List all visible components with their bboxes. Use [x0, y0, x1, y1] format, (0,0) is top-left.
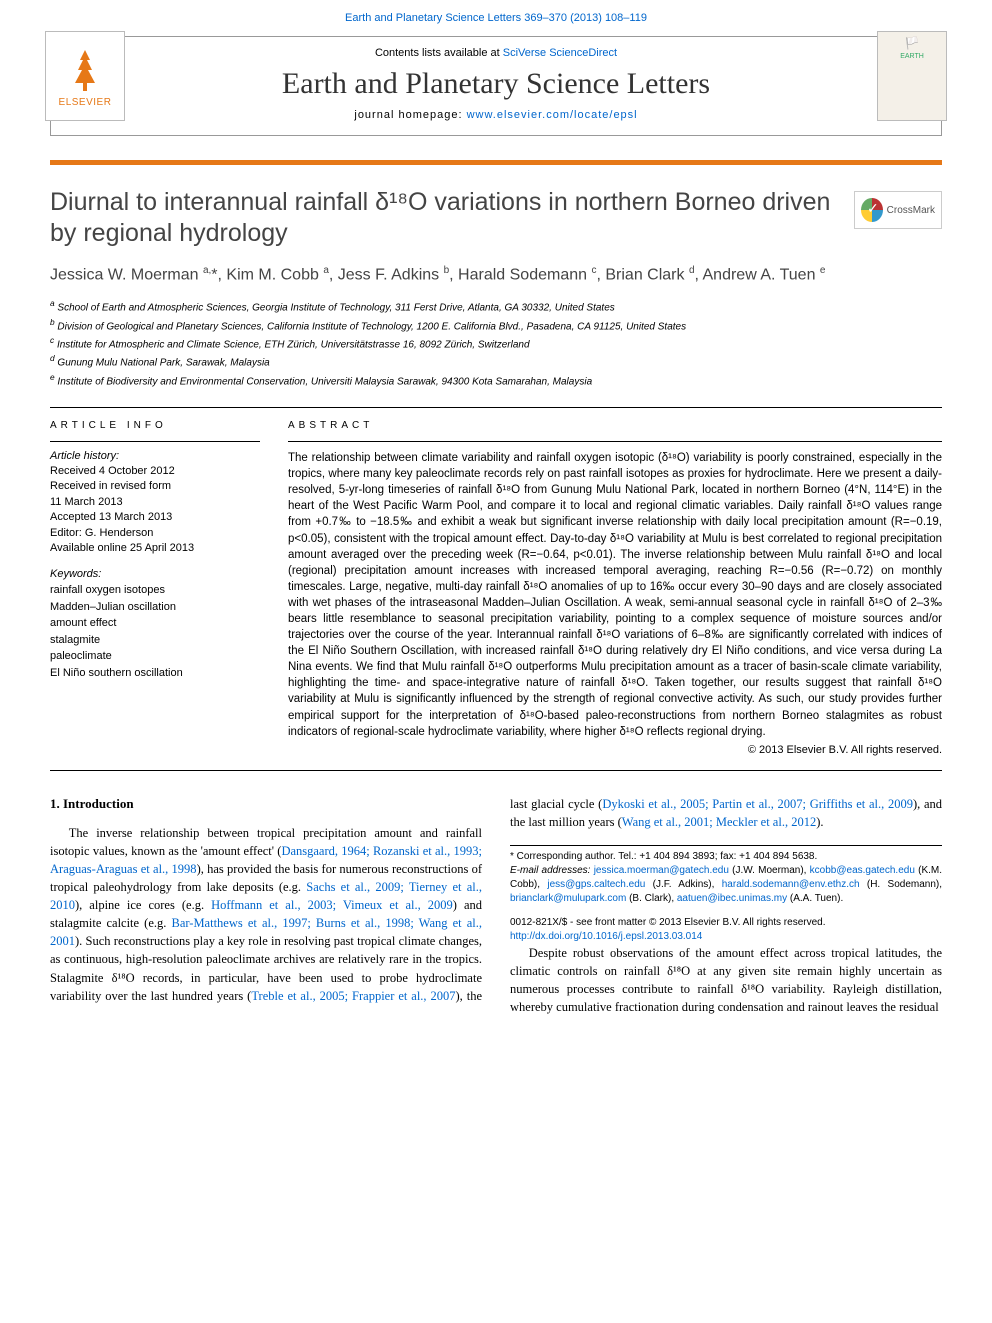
divider-bottom: [50, 770, 942, 771]
journal-title: Earth and Planetary Science Letters: [67, 67, 925, 101]
emails-label: E-mail addresses:: [510, 865, 590, 876]
crossmark-icon: [861, 198, 883, 222]
crossmark-label: CrossMark: [887, 205, 935, 216]
copyright-line: © 2013 Elsevier B.V. All rights reserved…: [288, 744, 942, 756]
sciencedirect-link[interactable]: SciVerse ScienceDirect: [503, 47, 617, 59]
homepage-pre: journal homepage:: [354, 109, 466, 121]
intro-heading: 1. Introduction: [50, 795, 482, 814]
abstract-heading: ABSTRACT: [288, 420, 942, 431]
doi-line1: 0012-821X/$ - see front matter © 2013 El…: [510, 916, 942, 930]
cover-flag-icon: 🏳️: [905, 36, 920, 51]
abstract-column: ABSTRACT The relationship between climat…: [288, 420, 942, 756]
keywords-label: Keywords:: [50, 568, 260, 580]
elsevier-text: ELSEVIER: [59, 97, 112, 108]
article-title: Diurnal to interannual rainfall δ¹⁸O var…: [50, 187, 942, 250]
abstract-text: The relationship between climate variabi…: [288, 450, 942, 740]
abstract-divider: [288, 441, 942, 442]
body-text: 1. Introduction The inverse relationship…: [50, 795, 942, 1017]
journal-cover-thumb[interactable]: 🏳️ EARTH: [877, 31, 947, 121]
intro-para-2: Despite robust observations of the amoun…: [510, 944, 942, 1017]
history-text: Received 4 October 2012Received in revis…: [50, 464, 260, 556]
affiliations: a School of Earth and Atmospheric Scienc…: [50, 297, 942, 389]
footnotes: * Corresponding author. Tel.: +1 404 894…: [510, 845, 942, 944]
elsevier-logo[interactable]: ELSEVIER: [45, 31, 125, 121]
emails: E-mail addresses: jessica.moerman@gatech…: [510, 864, 942, 906]
journal-header: ELSEVIER 🏳️ EARTH Contents lists availab…: [50, 36, 942, 136]
article-info-heading: ARTICLE INFO: [50, 420, 260, 431]
cover-title: EARTH: [900, 53, 924, 60]
contents-pre: Contents lists available at: [375, 47, 503, 59]
doi-link[interactable]: http://dx.doi.org/10.1016/j.epsl.2013.03…: [510, 931, 702, 942]
keywords-list: rainfall oxygen isotopesMadden–Julian os…: [50, 582, 260, 681]
orange-divider: [50, 160, 942, 165]
corresponding-author: * Corresponding author. Tel.: +1 404 894…: [510, 850, 942, 864]
history-label: Article history:: [50, 450, 260, 462]
divider-top: [50, 407, 942, 408]
authors-list: Jessica W. Moerman a,*, Kim M. Cobb a, J…: [50, 264, 942, 286]
contents-line: Contents lists available at SciVerse Sci…: [67, 47, 925, 59]
crossmark-badge[interactable]: CrossMark: [854, 191, 942, 229]
top-citation[interactable]: Earth and Planetary Science Letters 369–…: [0, 0, 992, 30]
elsevier-tree-icon: [60, 45, 110, 95]
journal-homepage: journal homepage: www.elsevier.com/locat…: [67, 109, 925, 121]
info-divider: [50, 441, 260, 442]
article-info-column: ARTICLE INFO Article history: Received 4…: [50, 420, 260, 756]
doi-block: 0012-821X/$ - see front matter © 2013 El…: [510, 916, 942, 944]
homepage-link[interactable]: www.elsevier.com/locate/epsl: [467, 109, 638, 121]
